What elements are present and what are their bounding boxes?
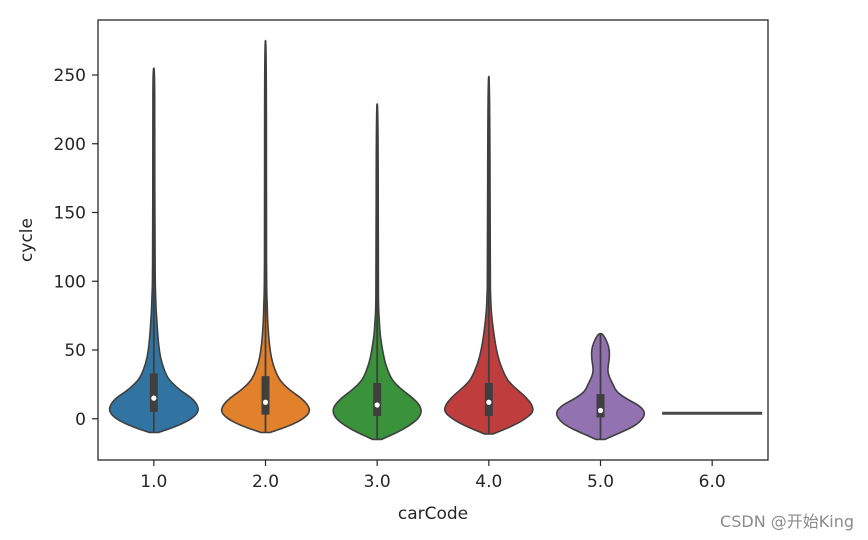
violin-5.0	[555, 332, 646, 441]
x-tick-label: 1.0	[140, 472, 167, 492]
y-axis: 0 50 100 150 200 250	[54, 66, 98, 430]
violin-median-marker	[151, 395, 157, 401]
x-tick-label: 3.0	[364, 472, 391, 492]
violin-2.0	[220, 39, 311, 434]
violin-median-marker	[374, 402, 380, 408]
x-tick-label: 2.0	[252, 472, 279, 492]
x-tick-label: 4.0	[475, 472, 502, 492]
violin-iqr-box	[373, 383, 382, 416]
violin-median-marker	[597, 407, 604, 414]
violin-3.0	[332, 103, 422, 441]
plot-frame	[97, 19, 769, 461]
violin-1.0	[108, 67, 199, 434]
watermark: CSDN @开始King	[720, 512, 854, 531]
y-tick-label: 50	[64, 341, 86, 361]
y-tick-label: 200	[54, 135, 86, 155]
violin-iqr-box	[484, 383, 493, 416]
x-tick-label: 6.0	[699, 472, 726, 492]
x-axis: 1.0 2.0 3.0 4.0 5.0 6.0	[140, 460, 726, 492]
y-tick-label: 150	[54, 204, 86, 224]
violin-iqr-box	[149, 373, 158, 412]
y-tick-label: 100	[54, 272, 86, 292]
x-axis-label: carCode	[398, 504, 468, 524]
violin-median-marker	[486, 399, 492, 405]
violin-median-marker	[262, 399, 269, 405]
violins	[108, 39, 763, 441]
x-tick-label: 5.0	[587, 472, 614, 492]
y-tick-label: 0	[75, 410, 86, 430]
violin-4.0	[443, 75, 534, 435]
y-tick-label: 250	[54, 66, 86, 86]
violin-iqr-box	[261, 376, 270, 415]
violin-iqr-box	[596, 394, 605, 418]
y-axis-label: cycle	[17, 218, 37, 262]
